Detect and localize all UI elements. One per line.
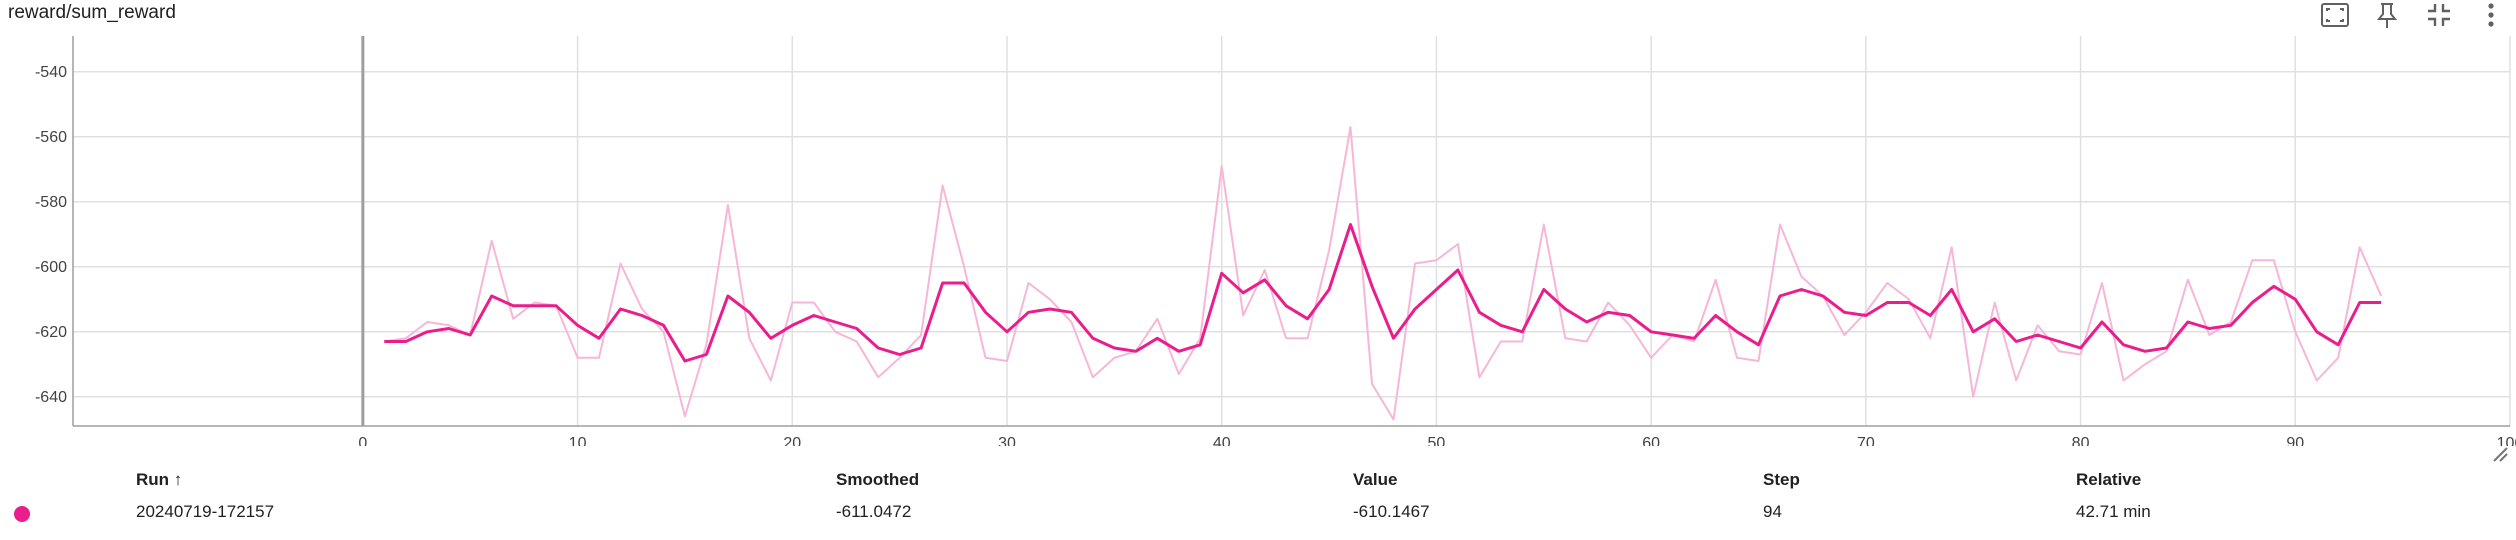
more-vert-icon (2488, 3, 2494, 27)
pin-button[interactable] (2370, 0, 2404, 30)
x-tick-label: 10 (569, 435, 587, 446)
chart-title: reward/sum_reward (8, 2, 176, 23)
collapse-icon (2428, 4, 2450, 26)
relative-time: 42.71 min (2076, 502, 2151, 521)
x-tick-label: 80 (2072, 435, 2090, 446)
card-toolbar (2318, 0, 2508, 30)
smoothed-value: -611.0472 (836, 502, 912, 521)
column-header-relative[interactable]: Relative (2076, 470, 2142, 489)
raw-value: -610.1467 (1353, 502, 1430, 521)
y-tick-label: -620 (35, 324, 67, 341)
more-options-button[interactable] (2474, 0, 2508, 30)
x-tick-label: 90 (2286, 435, 2304, 446)
column-header-step[interactable]: Step (1763, 470, 1800, 489)
pin-icon (2376, 3, 2398, 28)
fit-domain-icon (2321, 3, 2349, 27)
collapse-button[interactable] (2422, 0, 2456, 30)
y-tick-label: -540 (35, 64, 67, 81)
run-name: 20240719-172157 (136, 502, 275, 521)
x-tick-label: 20 (783, 435, 801, 446)
run-color-dot[interactable] (14, 506, 30, 522)
smoothed-series-line (384, 223, 2382, 363)
x-axis: 0 10 20 30 40 50 60 70 80 90 100 (358, 435, 2516, 446)
y-tick-label: -640 (35, 389, 67, 406)
column-header-value[interactable]: Value (1353, 470, 1398, 489)
x-tick-label: 40 (1213, 435, 1231, 446)
x-tick-label: 0 (358, 435, 367, 446)
x-tick-label: 50 (1428, 435, 1446, 446)
resize-handle-icon[interactable] (2490, 444, 2508, 462)
fit-domain-button[interactable] (2318, 0, 2352, 30)
y-tick-label: -560 (35, 129, 67, 146)
x-tick-label: 60 (1642, 435, 1660, 446)
series-lines (384, 126, 2383, 421)
step-value: 94 (1763, 502, 1782, 521)
line-chart[interactable]: -520-540-560-580-600-620-640 01020304050… (0, 36, 2516, 446)
x-tick-label: 30 (998, 435, 1016, 446)
y-axis: -520-540-560-580-600-620-640 (35, 64, 67, 406)
x-tick-label: 100 (2497, 435, 2516, 446)
grid-lines (72, 36, 2511, 427)
column-header-run[interactable]: Run ↑ (136, 470, 183, 489)
x-tick-label: 70 (1857, 435, 1875, 446)
y-tick-label: -580 (35, 194, 67, 211)
raw-series-line (384, 126, 2383, 421)
column-header-smoothed[interactable]: Smoothed (836, 470, 920, 489)
y-tick-label: -600 (35, 259, 67, 276)
